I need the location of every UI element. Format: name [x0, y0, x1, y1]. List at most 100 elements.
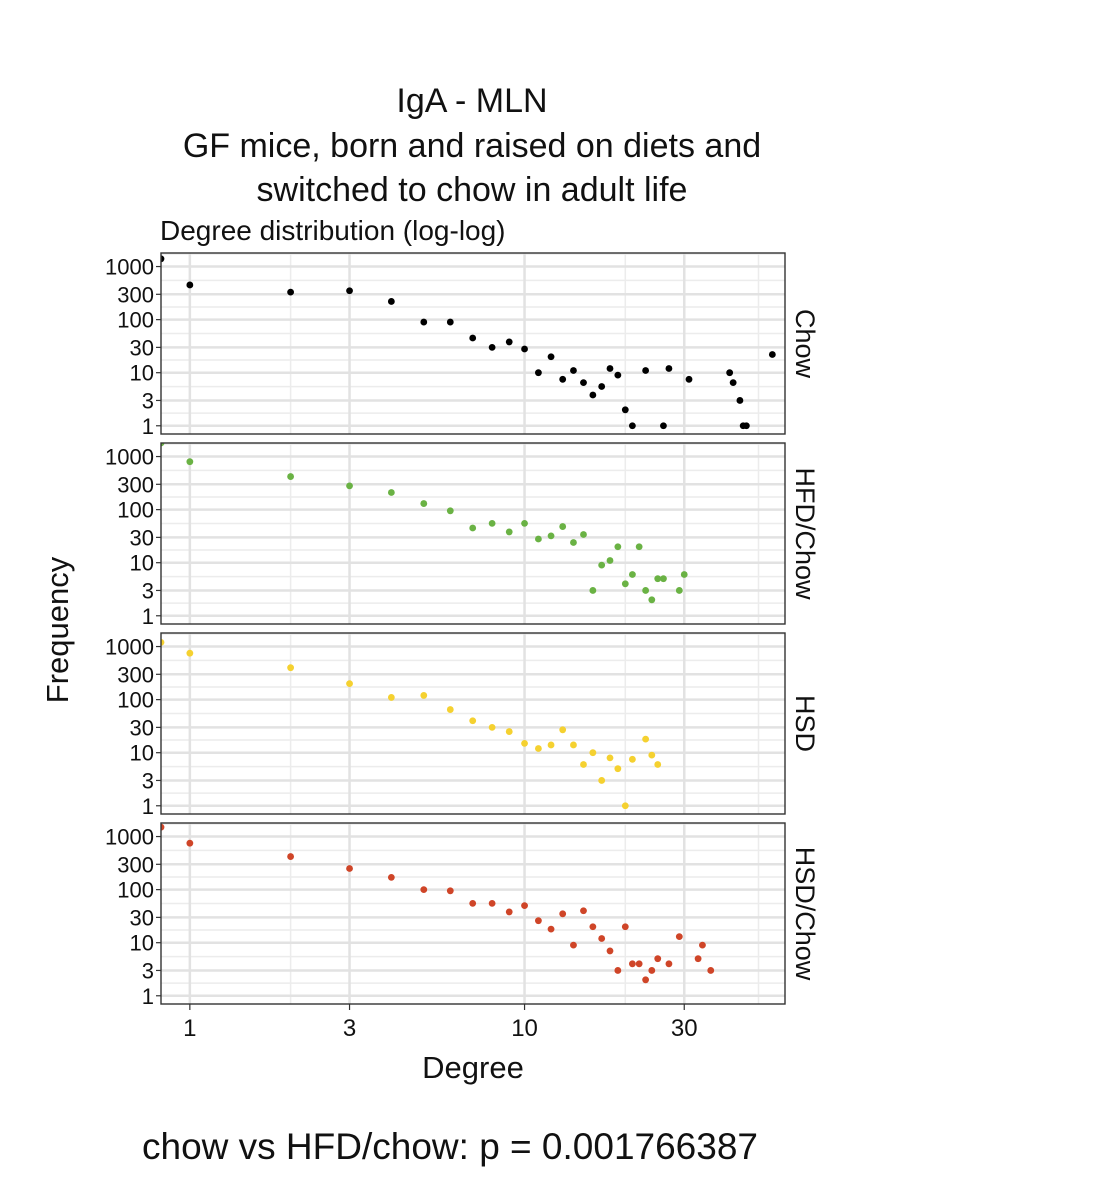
data-point — [768, 351, 776, 358]
data-point — [660, 575, 667, 583]
data-point — [420, 318, 428, 326]
data-point — [469, 717, 477, 725]
panel-background — [161, 443, 785, 624]
data-point — [488, 723, 496, 731]
data-point — [521, 902, 528, 910]
data-point — [387, 694, 395, 701]
y-tick-label: 10 — [130, 551, 154, 576]
data-point — [635, 543, 643, 551]
gridlines — [161, 633, 785, 814]
data-point — [621, 406, 629, 414]
data-point — [505, 728, 513, 735]
data-point — [559, 375, 567, 383]
data-point — [387, 873, 395, 881]
x-axis-title: Degree — [422, 1050, 524, 1085]
data-point — [287, 853, 295, 860]
data-point — [589, 749, 597, 757]
data-point — [420, 500, 428, 507]
data-point — [598, 777, 606, 784]
data-point — [589, 391, 597, 399]
x-tick-label: 3 — [343, 1015, 356, 1042]
data-point — [648, 967, 656, 974]
title-line-2: GF mice, born and raised on diets and — [183, 127, 761, 165]
panel-border — [160, 442, 786, 625]
data-point — [161, 443, 165, 447]
y-tick-label: 3 — [142, 578, 154, 603]
data-point — [654, 575, 662, 583]
y-tick-label: 1 — [142, 414, 154, 439]
data-point — [446, 887, 454, 895]
data-point — [580, 761, 587, 768]
data-point — [654, 761, 662, 768]
y-tick-label: 1000 — [105, 445, 154, 470]
data-point — [621, 580, 629, 588]
data-point — [570, 367, 577, 374]
data-point — [387, 298, 395, 305]
y-tick-label: 10 — [130, 741, 154, 766]
data-point — [680, 571, 688, 578]
data-point — [606, 754, 614, 762]
data-point — [346, 680, 353, 688]
data-point — [186, 839, 194, 847]
y-tick-label: 300 — [117, 282, 154, 307]
y-tick-label: 3 — [142, 768, 154, 793]
data-point — [628, 422, 636, 430]
data-point — [726, 369, 734, 377]
data-point — [665, 960, 673, 968]
panel-border — [160, 252, 786, 435]
data-point — [186, 458, 194, 466]
data-point — [535, 917, 542, 925]
data-point — [606, 365, 614, 372]
y-tick-label: 10 — [130, 931, 154, 956]
p-value-footnote: chow vs HFD/chow: p = 0.001766387 — [142, 1126, 758, 1167]
y-tick-label: 1 — [142, 984, 154, 1009]
data-point — [642, 735, 650, 743]
data-point — [642, 367, 650, 374]
data-point — [559, 910, 567, 918]
y-tick-label: 100 — [117, 878, 154, 903]
data-point — [505, 528, 513, 536]
y-tick-label: 3 — [142, 388, 154, 413]
data-points — [161, 638, 662, 810]
data-point — [547, 741, 555, 749]
data-points — [161, 823, 715, 984]
data-point — [635, 960, 643, 968]
y-tick-label: 30 — [130, 905, 154, 930]
y-tick-label: 1000 — [105, 825, 154, 850]
data-point — [614, 543, 622, 551]
y-tick-label: 10 — [130, 361, 154, 386]
data-point — [346, 287, 353, 295]
data-point — [628, 571, 636, 578]
data-point — [742, 422, 750, 430]
data-point — [547, 532, 555, 540]
data-point — [469, 334, 477, 342]
data-point — [621, 923, 629, 931]
y-tick-label: 1000 — [105, 255, 154, 280]
data-point — [161, 638, 165, 646]
data-point — [488, 900, 496, 907]
data-point — [387, 489, 395, 496]
data-point — [648, 751, 656, 759]
data-point — [642, 587, 650, 594]
y-tick-label: 300 — [117, 472, 154, 497]
data-point — [606, 947, 614, 955]
data-point — [420, 886, 428, 894]
data-point — [589, 587, 597, 594]
data-point — [736, 397, 744, 404]
data-point — [547, 353, 555, 361]
gridlines — [161, 823, 785, 1004]
y-tick-label: 1 — [142, 794, 154, 819]
data-point — [580, 531, 587, 538]
y-tick-label: 300 — [117, 852, 154, 877]
strip-label: HFD/Chow — [790, 467, 820, 600]
data-point — [287, 664, 295, 672]
data-point — [186, 649, 194, 657]
data-point — [446, 507, 454, 515]
y-tick-label: 100 — [117, 688, 154, 713]
y-tick-label: 300 — [117, 662, 154, 687]
gridlines — [161, 253, 785, 434]
data-point — [621, 802, 629, 810]
data-point — [598, 935, 606, 942]
data-point — [675, 587, 683, 594]
y-tick-label: 30 — [130, 715, 154, 740]
